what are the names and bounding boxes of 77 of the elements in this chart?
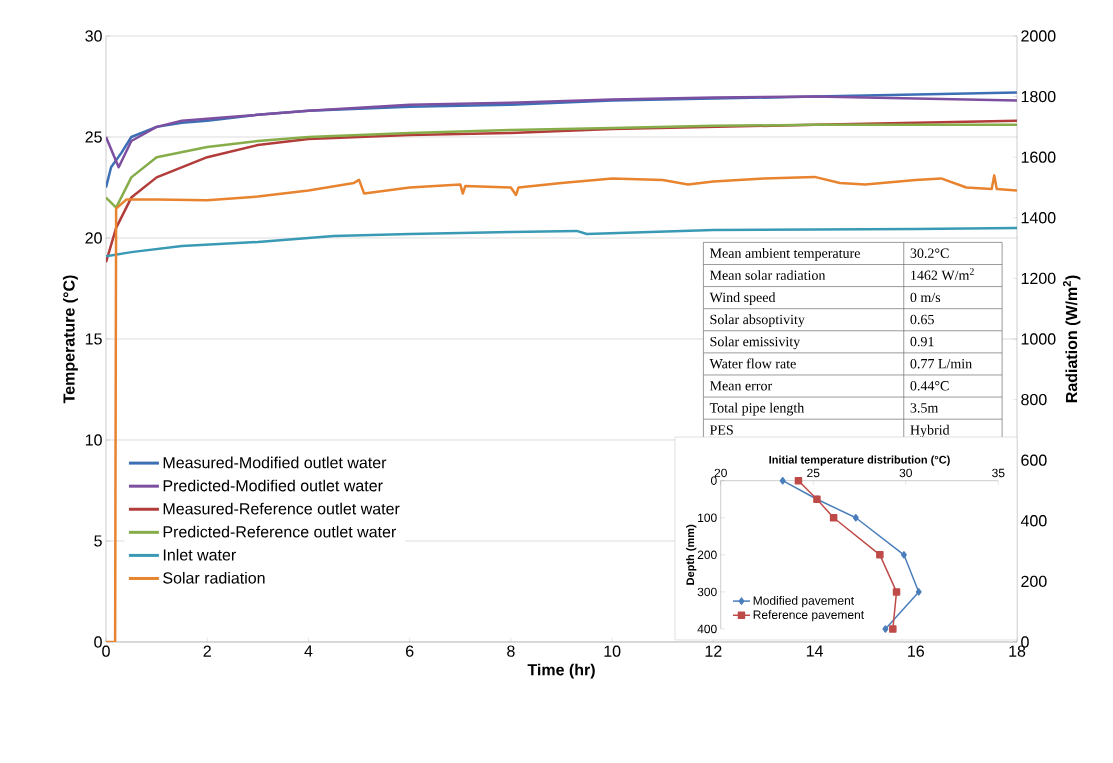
point [829,514,838,522]
annotation: Water flow rate [709,358,796,369]
y2-tick-label: 600 [1021,454,1047,466]
annotation: Solar absoptivity [710,314,805,328]
y-tick-label: 5 [94,535,102,547]
y-tick-label: 100 [698,513,717,523]
legend-label: Inlet water [163,548,236,561]
legend-label: Predicted-Modified outlet water [163,479,383,492]
y-tick-label: 0 [710,476,717,485]
annotation: 0.44°C [910,381,949,391]
y2-tick-label: 200 [1021,575,1047,588]
x-tick-label: 16 [908,645,924,657]
point [892,588,901,596]
annotation: Wind speed [709,292,776,305]
y2-tick-label: 1000 [1021,333,1056,345]
legend-label: Solar radiation [163,571,265,584]
y-tick-label: 10 [85,434,102,446]
annotation: 30.2°C [910,248,949,258]
point [889,625,897,633]
line-series [106,95,1018,169]
point [852,514,859,522]
point [876,551,884,559]
annotation: 1462 W/m$^{2}$ [911,268,974,281]
annotation: 0.65 [910,314,934,325]
annotation: Total pipe length [709,402,805,416]
annotation: 0 m/s [910,292,941,303]
legend-label: Reference pavement [753,610,865,622]
annotation: Mean solar radiation [709,270,826,281]
x-tick-label: 35 [992,468,1005,478]
y2-tick-label: 2000 [1021,30,1056,42]
annotation: PES [709,425,733,435]
annotation: 0.91 [910,336,934,347]
point [794,476,803,485]
annotation: Hybrid [910,424,950,438]
legend-label: Measured-Modified outlet water [163,456,387,469]
y-tick-label: 400 [697,624,717,634]
x-axis-title: Time (hr) [527,663,595,679]
y-tick-label: 0 [94,636,102,648]
annotation: Mean ambient temperature [709,248,860,261]
legend-label: Predicted-Reference outlet water [163,525,396,538]
y2-tick-label: 400 [1020,515,1047,527]
point [779,476,786,485]
x-tick-label: 30 [899,468,912,478]
y-axis-title: Depth (mm) [686,524,697,585]
y2-tick-label: 800 [1021,393,1047,406]
y2-tick-label: 1200 [1021,272,1056,285]
point [900,551,907,559]
x-tick-label: 14 [806,645,823,657]
x-tick-label: 0 [102,645,110,657]
point [915,588,922,596]
y-axis-title: Temperature (°C) [62,275,78,404]
annotation: Solar emissivity [710,336,801,350]
x-axis-title: Initial temperature distribution (°C) [769,455,950,466]
y2-tick-label: 1400 [1021,212,1056,224]
annotation: Mean error [709,381,773,391]
y-tick-label: 200 [697,550,717,560]
y-tick-label: 15 [85,333,102,345]
x-tick-label: 8 [507,645,515,657]
legend-label: Measured-Reference outlet water [163,502,400,515]
x-tick-label: 25 [807,468,820,478]
legend-label: Modified pavement [753,595,855,608]
y-tick-label: 300 [697,587,717,597]
x-tick-label: 2 [203,645,211,657]
annotation: 3.5m [910,403,939,413]
annotation: 0.77 L/min [910,358,972,369]
x-tick-label: 4 [304,645,313,657]
y2-tick-label: 1800 [1021,90,1056,103]
y2-axis-title: Radiation (W/m$^{2}$) [1062,275,1081,403]
y-tick-label: 25 [85,131,102,143]
x-tick-label: 6 [406,645,414,657]
point [882,625,889,633]
y-tick-label: 20 [85,232,102,244]
x-tick-label: 20 [714,468,727,478]
y2-tick-label: 1600 [1021,151,1056,163]
x-tick-label: 12 [705,645,722,657]
y-tick-label: 30 [85,30,102,42]
x-tick-label: 10 [604,645,621,657]
